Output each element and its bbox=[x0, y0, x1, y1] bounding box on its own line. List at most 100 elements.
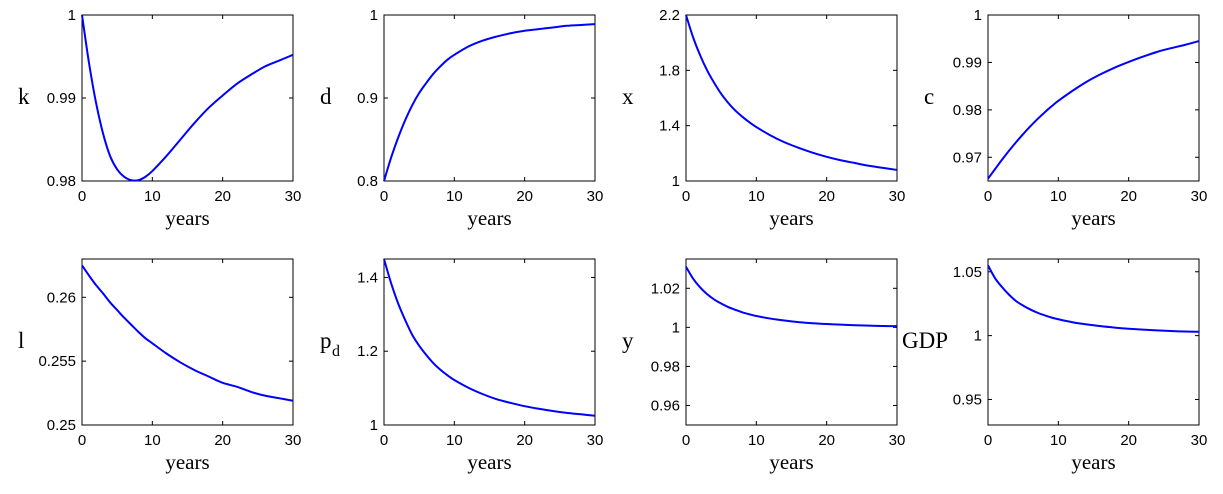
x-tick-label: 20 bbox=[1120, 432, 1137, 449]
x-tick-label: 10 bbox=[144, 432, 161, 449]
y-tick-label: 0.26 bbox=[47, 289, 76, 306]
y-tick-label: 1 bbox=[68, 7, 76, 24]
x-tick-label: 0 bbox=[380, 432, 388, 449]
x-tick-label: 30 bbox=[1191, 188, 1208, 205]
y-tick-label: 0.9 bbox=[357, 90, 378, 107]
x-tick-label: 20 bbox=[818, 432, 835, 449]
series-line bbox=[383, 258, 596, 417]
x-tick-label: 0 bbox=[984, 432, 992, 449]
x-tick-label: 10 bbox=[748, 188, 765, 205]
x-tick-label: 0 bbox=[380, 188, 388, 205]
series-line bbox=[987, 40, 1200, 180]
x-tick-label: 0 bbox=[682, 432, 690, 449]
y-tick-label: 1.05 bbox=[953, 264, 982, 281]
x-tick-label: 30 bbox=[285, 188, 302, 205]
y-tick-label: 0.98 bbox=[47, 173, 76, 190]
y-axis-label: x bbox=[622, 84, 634, 109]
x-tick-label: 0 bbox=[984, 188, 992, 205]
x-axis-label: years bbox=[165, 206, 209, 230]
axes-box bbox=[987, 258, 1200, 426]
y-tick-label: 1.4 bbox=[357, 269, 378, 286]
y-axis-label: d bbox=[320, 84, 332, 109]
subplot-y: 0 10 20 30 0.96 0.98 1 1.02 years y bbox=[622, 258, 906, 474]
y-tick-label: 1 bbox=[974, 328, 982, 345]
y-tick-label: 2.2 bbox=[659, 7, 680, 24]
axes-box bbox=[685, 14, 898, 182]
y-axis-label: l bbox=[18, 328, 24, 353]
axes-box bbox=[685, 258, 898, 426]
y-tick-label: 1.02 bbox=[651, 280, 680, 297]
x-tick-label: 20 bbox=[516, 188, 533, 205]
axes-box bbox=[81, 258, 294, 426]
y-tick-label: 0.98 bbox=[651, 358, 680, 375]
x-tick-label: 20 bbox=[214, 188, 231, 205]
subplot-k: 0 10 20 30 0.98 0.99 1 years k bbox=[18, 7, 301, 230]
subplot-pd: 0 10 20 30 1 1.2 1.4 years p d bbox=[320, 258, 604, 474]
x-tick-label: 0 bbox=[78, 432, 86, 449]
x-axis-label: years bbox=[467, 206, 511, 230]
y-tick-label: 0.99 bbox=[47, 90, 76, 107]
x-axis-label: years bbox=[769, 450, 813, 474]
y-tick-label: 0.98 bbox=[953, 102, 982, 119]
subplot-GDP: 0 10 20 30 0.95 1 1.05 years GDP bbox=[902, 258, 1208, 474]
x-axis-label: years bbox=[467, 450, 511, 474]
y-tick-label: 1 bbox=[370, 7, 378, 24]
x-axis-label: years bbox=[1071, 450, 1115, 474]
x-tick-label: 10 bbox=[748, 432, 765, 449]
series-line bbox=[685, 14, 898, 171]
y-axis-label: k bbox=[18, 84, 30, 109]
y-tick-label: 1.8 bbox=[659, 62, 680, 79]
axes-box bbox=[81, 14, 294, 182]
series-line bbox=[685, 266, 898, 328]
series-line bbox=[383, 23, 596, 182]
y-tick-label: 0.97 bbox=[953, 149, 982, 166]
y-axis-label: GDP bbox=[902, 328, 948, 353]
y-tick-label: 1.2 bbox=[357, 343, 378, 360]
subplot-l: 0 10 20 30 0.25 0.255 0.26 years l bbox=[18, 258, 302, 474]
x-tick-label: 30 bbox=[889, 188, 906, 205]
y-tick-label: 1 bbox=[672, 319, 680, 336]
y-tick-label: 1 bbox=[370, 417, 378, 434]
series-line bbox=[987, 264, 1200, 333]
subplot-x: 0 10 20 30 1 1.4 1.8 2.2 years x bbox=[622, 7, 905, 230]
x-axis-label: years bbox=[769, 206, 813, 230]
series-line bbox=[81, 14, 294, 182]
x-tick-label: 30 bbox=[587, 432, 604, 449]
axes-box bbox=[383, 258, 596, 426]
y-tick-label: 0.25 bbox=[47, 417, 76, 434]
y-axis-label: y bbox=[622, 328, 634, 353]
x-tick-label: 20 bbox=[214, 432, 231, 449]
y-tick-label: 0.96 bbox=[651, 397, 680, 414]
y-axis-label-subscript: d bbox=[332, 343, 340, 360]
x-tick-label: 10 bbox=[144, 188, 161, 205]
y-tick-label: 0.95 bbox=[953, 391, 982, 408]
x-tick-label: 0 bbox=[78, 188, 86, 205]
x-tick-label: 30 bbox=[587, 188, 604, 205]
x-tick-label: 10 bbox=[1050, 432, 1067, 449]
subplot-c: 0 10 20 30 0.97 0.98 0.99 1 years c bbox=[924, 7, 1207, 230]
x-tick-label: 30 bbox=[889, 432, 906, 449]
y-tick-label: 0.8 bbox=[357, 173, 378, 190]
x-tick-label: 20 bbox=[1120, 188, 1137, 205]
axes-box bbox=[987, 14, 1200, 182]
x-tick-label: 0 bbox=[682, 188, 690, 205]
x-tick-label: 10 bbox=[446, 188, 463, 205]
x-axis-label: years bbox=[1071, 206, 1115, 230]
y-tick-label: 1 bbox=[974, 7, 982, 24]
x-tick-label: 20 bbox=[818, 188, 835, 205]
x-tick-label: 30 bbox=[285, 432, 302, 449]
x-tick-label: 20 bbox=[516, 432, 533, 449]
x-tick-label: 30 bbox=[1191, 432, 1208, 449]
x-tick-label: 10 bbox=[1050, 188, 1067, 205]
series-line bbox=[81, 264, 294, 402]
y-axis-label: p bbox=[320, 328, 332, 353]
y-tick-label: 0.255 bbox=[38, 353, 76, 370]
x-tick-label: 10 bbox=[446, 432, 463, 449]
subplot-d: 0 10 20 30 0.8 0.9 1 years d bbox=[320, 7, 603, 230]
y-tick-label: 0.99 bbox=[953, 54, 982, 71]
y-axis-label: c bbox=[924, 84, 934, 109]
x-axis-label: years bbox=[165, 450, 209, 474]
y-tick-label: 1 bbox=[672, 173, 680, 190]
y-tick-label: 1.4 bbox=[659, 118, 680, 135]
